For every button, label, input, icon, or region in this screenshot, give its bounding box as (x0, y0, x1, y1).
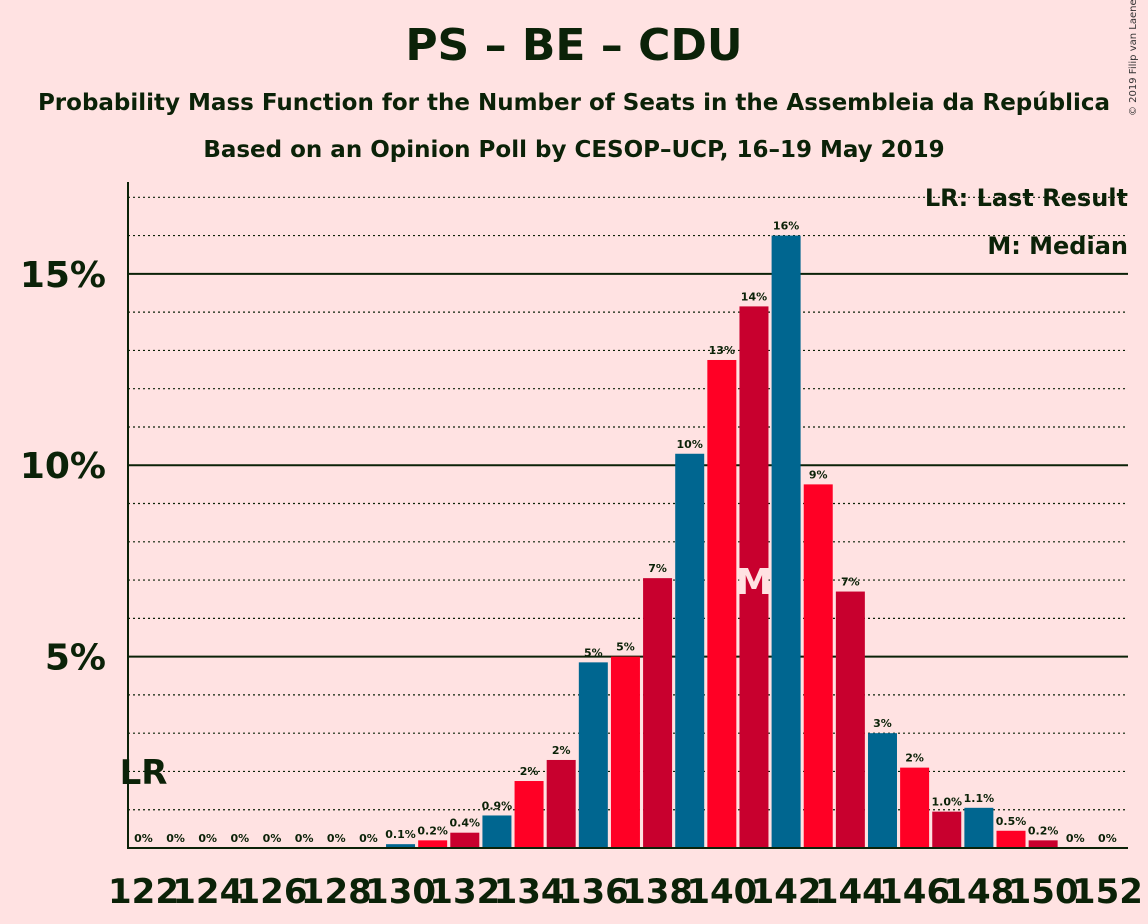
data-label-seat-134: 2% (520, 765, 539, 778)
bar-seat-131 (418, 840, 448, 848)
last-result-marker: LR (120, 753, 168, 793)
x-tick-label: 126 (237, 872, 308, 912)
bar-seat-130 (386, 844, 416, 848)
data-label-seat-123: 0% (166, 832, 185, 845)
data-label-seat-142: 16% (773, 220, 799, 233)
x-tick-label: 134 (494, 872, 565, 912)
chart-subtitle: Probability Mass Function for the Number… (37, 90, 1111, 116)
data-label-seat-140: 13% (709, 344, 735, 357)
x-tick-label: 144 (815, 872, 886, 912)
bar-seat-140 (707, 359, 737, 848)
data-label-seat-152: 0% (1098, 832, 1117, 845)
data-label-seat-146: 2% (905, 752, 924, 765)
bar-seat-147 (932, 811, 962, 848)
data-label-seat-124: 0% (198, 832, 217, 845)
data-label-seat-138: 7% (648, 562, 667, 575)
bar-seat-146 (900, 767, 930, 848)
data-label-seat-122: 0% (134, 832, 153, 845)
bar-seat-136 (578, 662, 608, 848)
data-label-seat-136: 5% (584, 646, 603, 659)
data-label-seat-150: 0.2% (1028, 824, 1059, 837)
data-label-seat-129: 0% (359, 832, 378, 845)
x-tick-label: 124 (172, 872, 243, 912)
x-tick-label: 122 (108, 872, 179, 912)
y-tick-label: 5% (45, 638, 106, 679)
chart-title: PS – BE – CDU (405, 20, 743, 71)
data-label-seat-149: 0.5% (996, 815, 1027, 828)
bar-seat-149 (996, 830, 1026, 848)
x-tick-label: 150 (1008, 872, 1079, 912)
data-label-seat-130: 0.1% (385, 828, 416, 841)
data-label-seat-143: 9% (809, 468, 828, 481)
bar-seat-134 (514, 781, 544, 848)
bar-seat-132 (450, 832, 480, 848)
data-label-seat-133: 0.9% (482, 799, 513, 812)
data-label-seat-144: 7% (841, 576, 860, 589)
x-tick-label: 138 (622, 872, 693, 912)
y-tick-label: 15% (20, 255, 106, 296)
legend-last-result: LR: Last Result (924, 184, 1128, 212)
bar-seat-135 (546, 759, 576, 848)
bar-seat-141 (739, 306, 769, 848)
x-tick-label: 136 (558, 872, 629, 912)
data-label-seat-128: 0% (327, 832, 346, 845)
bar-seat-138 (643, 578, 673, 848)
bar-seat-150 (1028, 840, 1058, 848)
legend-median: M: Median (987, 232, 1128, 260)
x-tick-label: 130 (365, 872, 436, 912)
data-label-seat-148: 1.1% (964, 792, 995, 805)
bar-seat-148 (964, 807, 994, 848)
data-label-seat-135: 2% (552, 744, 571, 757)
bar-seat-139 (675, 453, 705, 848)
data-label-seat-147: 1.0% (931, 796, 962, 809)
x-tick-label: 142 (751, 872, 822, 912)
data-label-seat-127: 0% (295, 832, 314, 845)
x-tick-label: 152 (1072, 872, 1143, 912)
chart-subtitle-poll: Based on an Opinion Poll by CESOP–UCP, 1… (203, 137, 945, 163)
y-tick-label: 10% (20, 446, 106, 487)
bar-seat-145 (867, 733, 897, 848)
bar-seat-142 (771, 235, 801, 849)
data-label-seat-141: 14% (741, 290, 767, 303)
x-tick-label: 128 (301, 872, 372, 912)
data-label-seat-131: 0.2% (417, 824, 448, 837)
median-marker: M (736, 562, 772, 603)
bar-seat-133 (482, 815, 512, 848)
data-label-seat-145: 3% (873, 717, 892, 730)
data-label-seat-137: 5% (616, 641, 635, 654)
x-tick-label: 148 (943, 872, 1014, 912)
data-label-seat-151: 0% (1066, 832, 1085, 845)
bar-seat-137 (610, 656, 640, 848)
bar-seat-143 (803, 484, 833, 848)
data-label-seat-125: 0% (231, 832, 250, 845)
x-tick-label: 140 (686, 872, 757, 912)
bar-seat-144 (835, 591, 865, 848)
data-label-seat-126: 0% (263, 832, 282, 845)
x-tick-label: 132 (429, 872, 500, 912)
data-label-seat-132: 0.4% (450, 817, 481, 830)
data-label-seat-139: 10% (677, 438, 703, 451)
x-tick-label: 146 (879, 872, 950, 912)
